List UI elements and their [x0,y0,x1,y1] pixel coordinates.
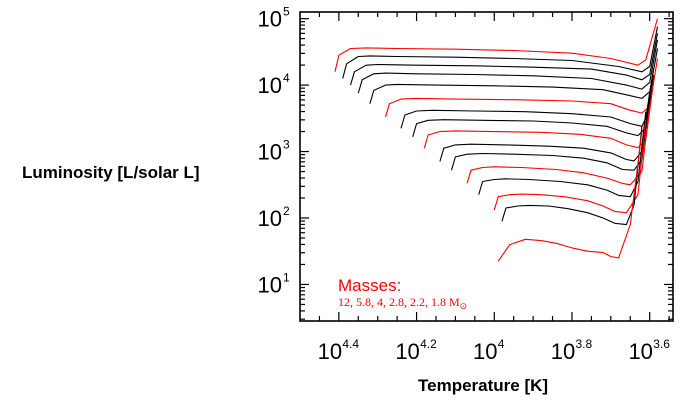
y-tick-label-exponent: 2 [283,204,290,218]
track-line-3_2 [450,97,651,171]
x-tick-label: 10 4 [473,337,505,364]
y-tick-label: 10 5 [258,5,290,32]
y-tick-label-exponent: 4 [283,71,290,85]
track-line-4_5 [412,75,655,138]
y-tick-label-base: 10 [258,206,282,231]
y-tick-label-base: 10 [258,7,282,32]
track-line-2_2 [493,119,647,214]
track-line-2 [501,126,643,226]
x-tick-label-base: 10 [473,339,497,364]
plot-frame [299,11,674,322]
annotation-title: Masses: [338,276,401,295]
x-tick-label-exponent: 3.8 [575,337,592,351]
track-line-10 [342,26,659,79]
track-line-5_8 [384,58,659,118]
y-axis-label: Luminosity [L/solar L] [22,163,200,182]
y-tick-label-exponent: 3 [283,138,290,152]
y-tick-label-exponent: 5 [283,5,290,19]
track-line-5 [400,68,655,129]
y-tick-label: 10 4 [258,71,290,98]
x-tick-label-exponent: 4 [498,337,505,351]
x-tick-label-exponent: 4.2 [420,337,437,351]
y-tick-label: 10 1 [258,270,290,297]
y-tick-label: 10 3 [258,138,290,165]
x-tick-label: 10 4.4 [318,337,360,364]
track-line-2_8 [466,104,651,186]
y-tick-label-base: 10 [258,140,282,165]
x-tick-label-base: 10 [628,339,652,364]
mass-annotation: Masses: 12, 5.8, 4, 2.8, 2.2, 1.8 M⊙ [338,276,467,311]
x-axis-label: Temperature [K] [418,376,549,395]
y-tick-label-base: 10 [258,272,282,297]
y-tick-label-exponent: 1 [283,270,290,284]
x-tick-label-exponent: 4.4 [342,337,359,351]
annotation-masses: 12, 5.8, 4, 2.8, 2.2, 1.8 M⊙ [338,295,467,311]
y-tick-label: 10 2 [258,204,290,231]
x-tick-label: 10 3.8 [551,337,593,364]
x-tick-label-exponent: 3.6 [653,337,670,351]
track-line-1_8 [497,131,643,262]
y-tick-label-base: 10 [258,73,282,98]
track-line-8 [357,39,659,94]
track-line-7 [369,48,659,104]
track-line-9 [349,33,659,86]
x-tick-label: 10 3.6 [628,337,670,364]
track-line-3_5 [439,91,651,162]
x-tick-label: 10 4.2 [395,337,437,364]
x-tick-label-base: 10 [318,339,342,364]
tick-layer [300,12,673,321]
track-line-12 [334,18,659,72]
x-tick-label-base: 10 [395,339,419,364]
track-line-2_5 [478,111,647,198]
track-line-4 [423,81,655,149]
track-layer [334,18,659,262]
x-tick-label-base: 10 [551,339,575,364]
